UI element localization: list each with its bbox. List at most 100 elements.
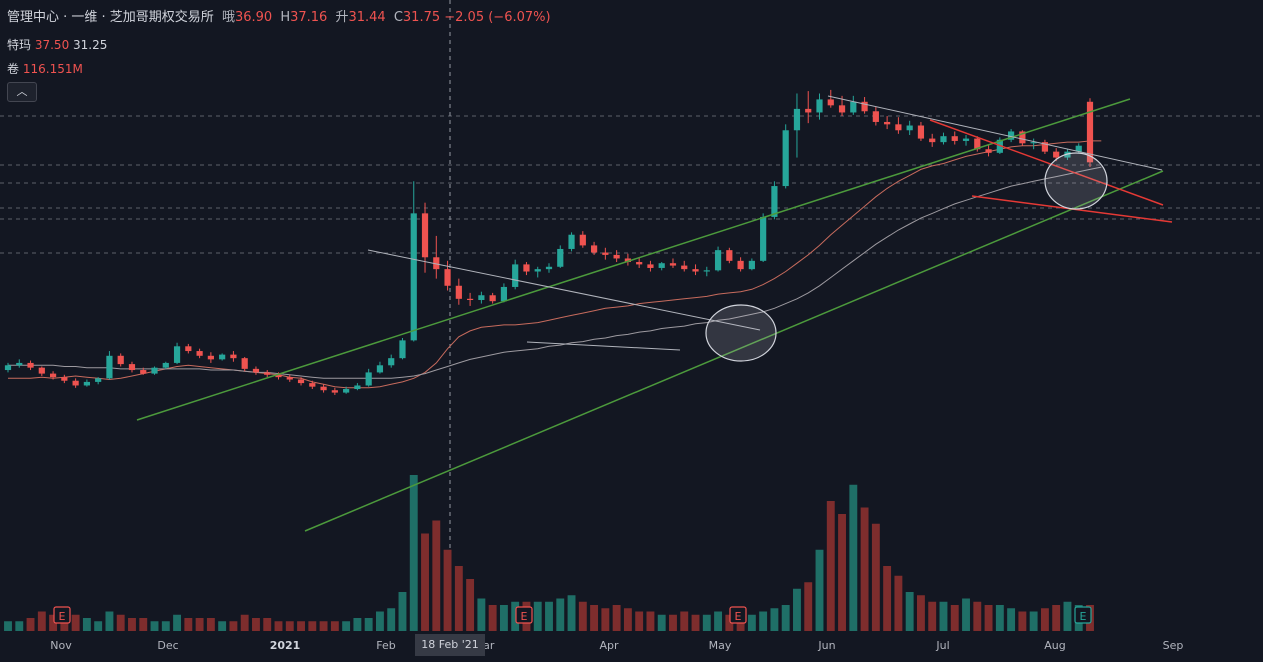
earnings-marker-label: E <box>1080 610 1087 623</box>
candle-body <box>962 138 970 141</box>
volume-bar <box>173 614 182 631</box>
volume-bar <box>973 601 982 631</box>
volume-bar <box>826 501 835 631</box>
volume-bar <box>702 614 711 631</box>
volume-bar <box>533 601 542 631</box>
volume-bar <box>1029 611 1038 631</box>
volume-bar <box>950 605 959 631</box>
volume-bar <box>71 614 80 631</box>
volume-bar <box>229 621 238 631</box>
candle-body <box>467 298 474 301</box>
candle-body <box>793 108 801 131</box>
candle-body <box>895 124 902 131</box>
volume-bar <box>285 621 294 631</box>
volume-bar <box>781 605 790 631</box>
candle-body <box>805 108 812 113</box>
volume-bar <box>1007 608 1016 631</box>
collapse-legend-button[interactable]: ︿ <box>7 82 37 102</box>
candle-body <box>613 254 620 259</box>
candle-body <box>771 186 778 217</box>
x-tick-label: Apr <box>599 639 619 652</box>
volume-bar <box>330 621 339 631</box>
candle-body <box>850 101 857 113</box>
candle-body <box>354 385 361 390</box>
volume-bar <box>1052 605 1061 631</box>
candle-body <box>49 373 57 378</box>
volume-bar <box>939 601 948 631</box>
volume-bar <box>995 605 1004 631</box>
candle-body <box>669 263 677 266</box>
time-axis[interactable]: Nov Dec 2021 Feb Mar Apr May Jun Jul Aug… <box>0 631 1263 662</box>
x-tick-label: Jul <box>936 639 950 652</box>
volume-label: 卷 <box>7 62 20 76</box>
volume-bar <box>466 579 475 631</box>
x-tick-label: Sep <box>1162 639 1184 652</box>
volume-bar <box>409 475 418 631</box>
volume-bar <box>274 621 283 631</box>
volume-bar <box>353 618 362 631</box>
trend-drawings[interactable] <box>136 95 1173 532</box>
volume-bar <box>477 598 486 631</box>
candle-body <box>4 365 12 371</box>
x-tick-label: Feb <box>376 639 396 652</box>
volume-bar <box>398 592 407 631</box>
candle-body <box>151 367 158 374</box>
candle-body <box>72 380 79 386</box>
volume-bar <box>928 601 937 631</box>
volume-bar <box>26 618 35 631</box>
volume-bar <box>387 608 396 631</box>
volume-bar <box>60 618 69 631</box>
volume-bar <box>297 621 305 631</box>
candle-body <box>647 264 654 268</box>
candle-body <box>399 340 406 359</box>
volume-bar <box>871 523 880 631</box>
x-tick-label: Dec <box>157 639 179 652</box>
candle-body <box>726 250 733 261</box>
candle-body <box>16 362 23 366</box>
volume-value: 116.151M <box>22 62 83 76</box>
candle-body <box>61 377 68 381</box>
ma-line <box>8 140 1102 389</box>
earnings-marker <box>53 606 71 624</box>
x-tick-label: Nov <box>50 639 72 652</box>
candle-body <box>782 130 789 187</box>
candle-body <box>929 138 936 143</box>
candle-body <box>838 105 846 113</box>
candle-body <box>478 295 485 301</box>
candle-body <box>1008 131 1015 140</box>
volume-bar <box>894 575 903 631</box>
candle-body <box>286 377 293 380</box>
volume-bar <box>308 621 317 631</box>
volume-bar <box>195 618 204 631</box>
candle-body <box>681 265 688 270</box>
candle-body <box>748 260 755 270</box>
horizontal-levels <box>0 115 1263 254</box>
volume-bar <box>499 605 508 631</box>
volume-bar <box>567 595 576 631</box>
volume-bar <box>838 514 846 631</box>
candle-body <box>95 378 102 382</box>
candle-body <box>692 269 699 272</box>
volume-bar <box>454 566 463 631</box>
candle-body <box>557 248 564 267</box>
candle-body <box>512 264 519 287</box>
volume-bar <box>1018 611 1027 631</box>
volume-bar <box>319 621 328 631</box>
candle-body <box>579 234 586 246</box>
candle-body <box>985 149 992 153</box>
candle-body <box>207 355 214 360</box>
earnings-marker <box>1074 606 1092 624</box>
moving-averages <box>8 140 1102 389</box>
candle-body <box>658 263 665 268</box>
candle-body <box>1041 142 1049 152</box>
candle-body <box>917 125 925 139</box>
candle-body <box>1030 142 1037 144</box>
volume-bar <box>263 618 272 631</box>
candle-body <box>996 139 1003 153</box>
high-value: 37.16 <box>290 10 328 25</box>
volume-bar <box>443 549 452 631</box>
candle-body <box>1075 145 1082 152</box>
volume-bar <box>218 621 227 631</box>
